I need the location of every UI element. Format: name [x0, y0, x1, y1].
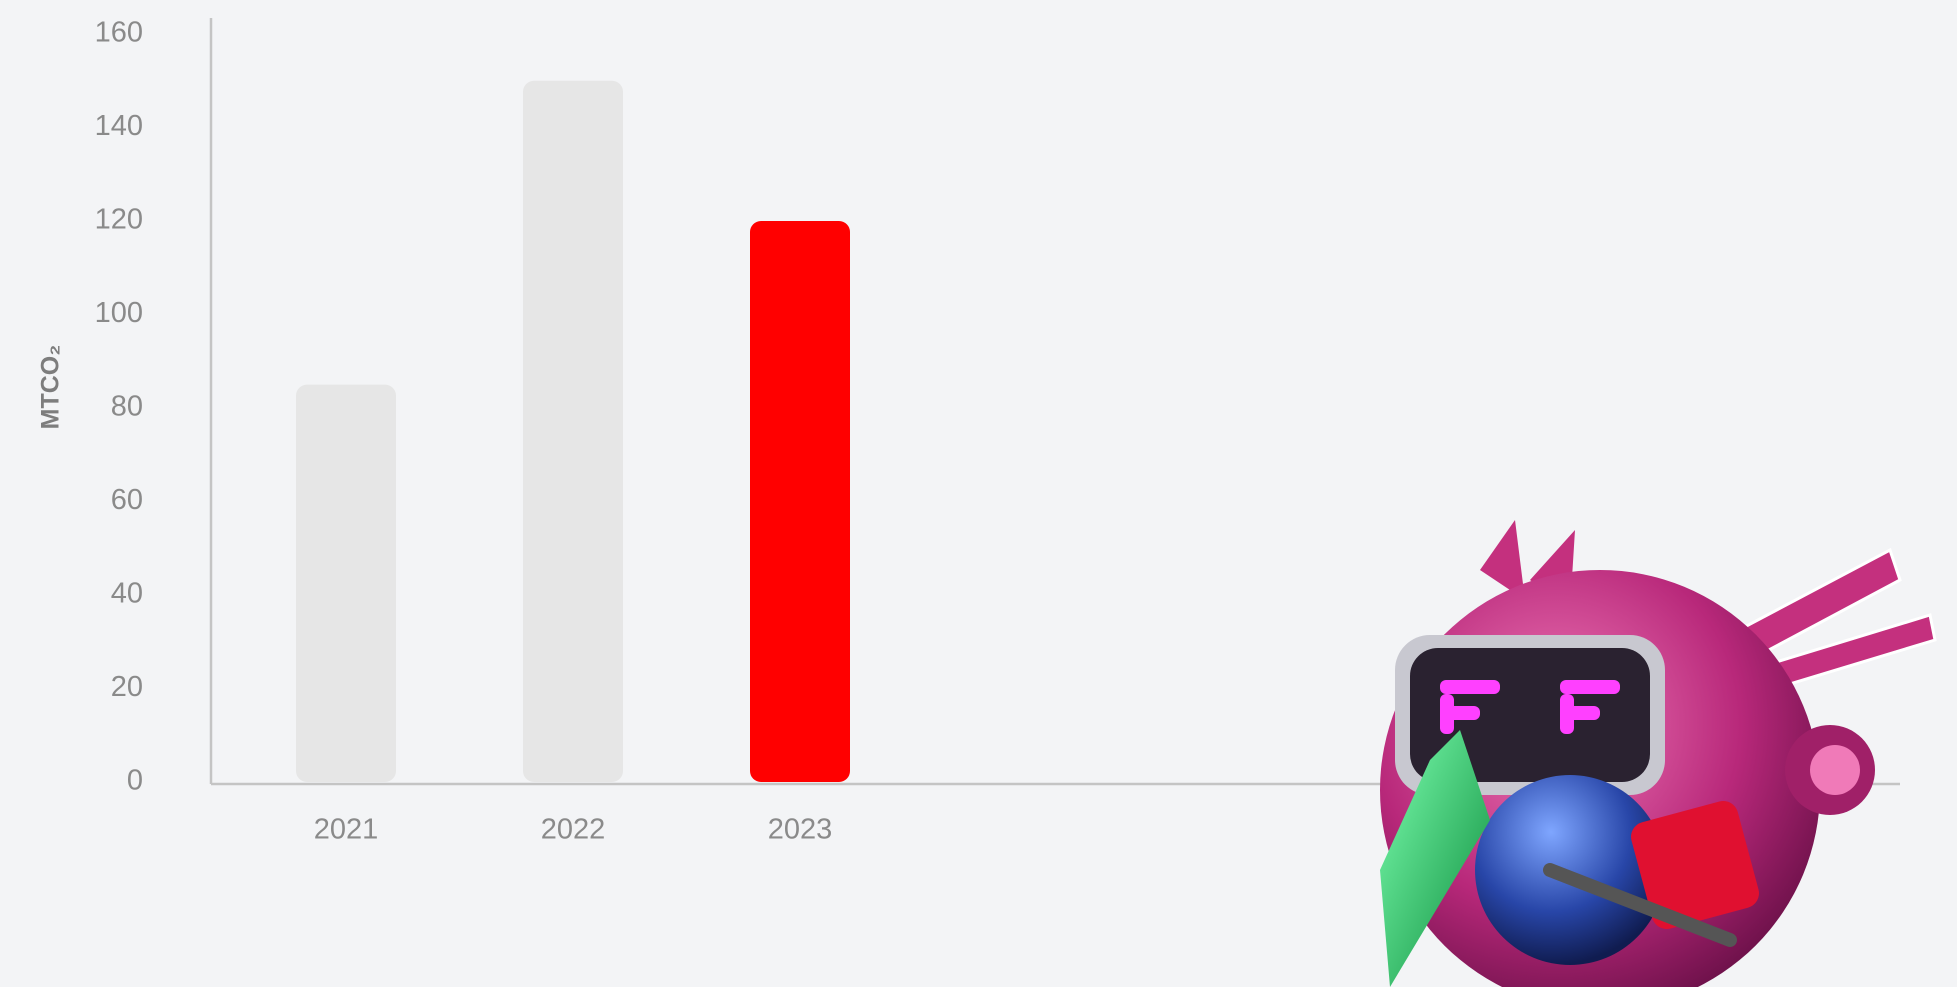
robot-mascot — [1380, 520, 1935, 987]
y-tick-label: 160 — [95, 17, 143, 49]
y-tick-label: 140 — [95, 110, 143, 142]
y-axis-label: MTCO₂ — [37, 345, 65, 430]
y-tick-label: 100 — [95, 297, 143, 329]
y-tick-label: 20 — [111, 671, 143, 703]
chart: MTCO₂ 0 20 40 60 80 100 120 140 160 2021 2022 2023 — [0, 0, 1957, 987]
y-tick-label: 0 — [127, 765, 143, 797]
y-tick-label: 60 — [111, 484, 143, 516]
y-tick-label: 120 — [95, 204, 143, 236]
bar — [750, 221, 850, 782]
bar — [296, 385, 396, 782]
x-tick-label: 2023 — [768, 814, 833, 846]
page: {"chart_data": {"type": "bar", "y_label"… — [0, 0, 1957, 987]
x-tick-label: 2022 — [541, 814, 606, 846]
y-tick-label: 40 — [111, 578, 143, 610]
bar — [523, 81, 623, 782]
bars — [296, 81, 850, 782]
x-tick-label: 2021 — [314, 814, 379, 846]
y-tick-label: 80 — [111, 391, 143, 423]
